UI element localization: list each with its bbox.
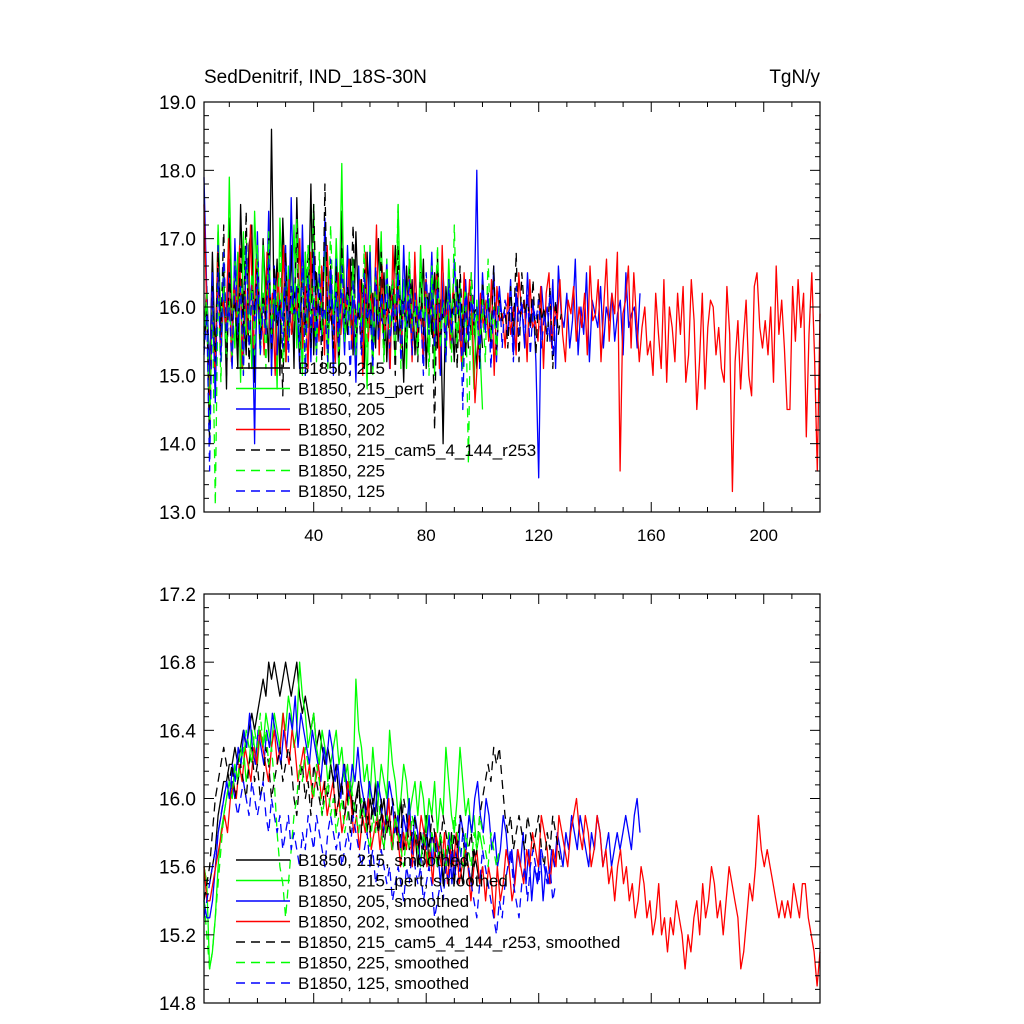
y-tick-label: 14.8 [159, 994, 196, 1015]
legend-label: B1850, 215 [298, 359, 385, 378]
x-axis [228, 594, 821, 1003]
series-line-7 [203, 244, 557, 472]
y-tick-label: 17.2 [159, 585, 196, 606]
y-tick-label: 15.6 [159, 858, 196, 879]
legend-label: B1850, 205 [298, 400, 385, 419]
legend-label: B1850, 225, smoothed [298, 954, 469, 973]
x-tick-label: 40 [304, 526, 323, 545]
legend-label: B1850, 125, smoothed [298, 974, 469, 993]
series-line-7 [203, 780, 557, 936]
y-tick-label: 17.0 [159, 230, 196, 251]
legend: B1850, 215, smoothed B1850, 215_pert, smo… [236, 851, 620, 993]
y-tick-label: 18.0 [159, 161, 196, 182]
legend-label: B1850, 125 [298, 482, 385, 501]
x-tick-label: 80 [417, 526, 436, 545]
panel-top: SedDenitrif, IND_18S-30N TgN/y 13.014.01… [159, 67, 821, 545]
y-tick-label: 15.2 [159, 926, 196, 947]
legend-label: B1850, 202 [298, 421, 385, 440]
y-tick-label: 13.0 [159, 503, 196, 524]
y-tick-label: 15.0 [159, 366, 196, 387]
legend-label: B1850, 215_cam5_4_144_r253, smoothed [298, 933, 620, 952]
x-axis: 40 80 120 160 200 [228, 102, 821, 545]
y-tick-label: 16.4 [159, 721, 196, 742]
panel-title: SedDenitrif, IND_18S-30N [204, 67, 427, 88]
legend-label: B1850, 215, smoothed [298, 851, 469, 870]
series-line-5 [203, 746, 562, 901]
legend-label: B1850, 215_pert, smoothed [298, 872, 508, 891]
series-line-6 [203, 203, 500, 506]
y-tick-label: 14.0 [159, 435, 196, 456]
y-axis: 14.8 15.2 15.6 16.0 16.4 16.8 17.2 [159, 585, 820, 1015]
series-line-4 [203, 712, 821, 987]
y-tick-label: 16.0 [159, 298, 196, 319]
units-label: TgN/y [769, 67, 820, 88]
y-tick-label: 16.0 [159, 790, 196, 811]
legend-label: B1850, 225 [298, 462, 385, 481]
series-line-6 [203, 712, 500, 970]
legend-label: B1850, 202, smoothed [298, 913, 469, 932]
legend-label: B1850, 215_pert [298, 380, 424, 399]
x-tick-label: 200 [750, 526, 778, 545]
series-group [203, 128, 821, 506]
x-tick-label: 120 [525, 526, 553, 545]
legend-label: B1850, 215_cam5_4_144_r253 [298, 441, 536, 460]
y-tick-label: 19.0 [159, 93, 196, 114]
y-axis: 13.0 14.0 15.0 16.0 17.0 18.0 19.0 [159, 93, 820, 524]
series-group [203, 661, 821, 987]
x-tick-label: 160 [637, 526, 665, 545]
y-tick-label: 16.8 [159, 653, 196, 674]
panel-bottom: 14.8 15.2 15.6 16.0 16.4 16.8 17.2 B1850, 215, … [159, 585, 821, 1015]
legend-label: B1850, 205, smoothed [298, 892, 469, 911]
